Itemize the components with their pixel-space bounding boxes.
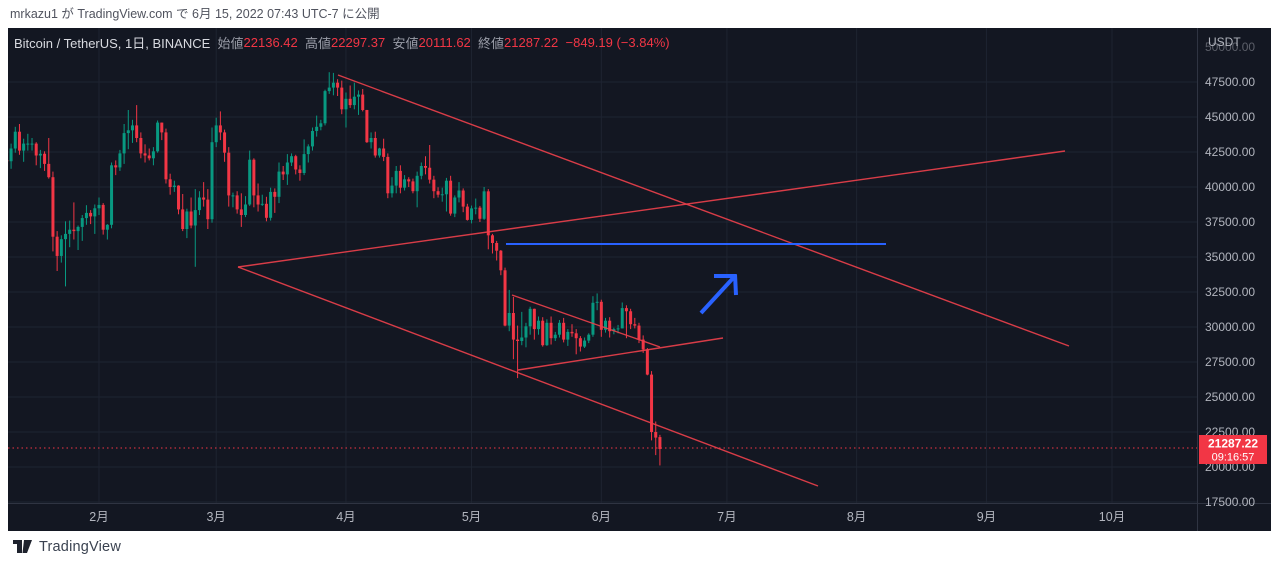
- candlestick-series: [8, 72, 662, 466]
- tradingview-logo-icon: [13, 540, 32, 553]
- price-tick-label: 30000.00: [1205, 320, 1255, 334]
- axis-currency-label: USDT: [1208, 35, 1241, 49]
- grid: [8, 28, 1197, 503]
- publication-bar: mrkazu1 が TradingView.com で 6月 15, 2022 …: [0, 0, 1280, 28]
- price-tick-label: 25000.00: [1205, 390, 1255, 404]
- price-tick-label: 32500.00: [1205, 285, 1255, 299]
- trendline-expanding-wedge-lower: [237, 266, 819, 487]
- time-tick-label: 3月: [206, 510, 225, 524]
- high-label: 高値: [305, 35, 332, 51]
- open-value: 22136.42: [243, 34, 298, 50]
- publisher-username[interactable]: mrkazu1: [10, 7, 58, 21]
- time-tick-label: 8月: [847, 510, 866, 524]
- footer: TradingView: [0, 531, 1280, 565]
- time-tick-label: 2月: [89, 510, 108, 524]
- trendline-minor-ascending: [517, 337, 724, 371]
- price-tick-label: 40000.00: [1205, 180, 1255, 194]
- time-tick-label: 6月: [592, 510, 611, 524]
- time-tick-label: 9月: [977, 510, 996, 524]
- price-tick-label: 37500.00: [1205, 215, 1255, 229]
- time-axis[interactable]: 2月 3月 4月 5月 6月 7月 8月 9月 10月: [89, 510, 1125, 524]
- price-tick-label: 17500.00: [1205, 495, 1255, 509]
- drawings[interactable]: [237, 74, 1070, 487]
- time-tick-label: 4月: [336, 510, 355, 524]
- open-label: 始値: [217, 35, 244, 51]
- chart-container: USDT 50000.00 47500.00 45000.00 42500.00 4000…: [8, 28, 1271, 531]
- trendline-expanding-wedge-upper: [237, 150, 1066, 268]
- publication-timestamp: で 6月 15, 2022 07:43 UTC-7 に公開: [172, 7, 380, 21]
- price-tick-label: 47500.00: [1205, 75, 1255, 89]
- symbol-title: Bitcoin / TetherUS, 1日, BINANCE: [14, 35, 211, 51]
- time-tick-label: 7月: [717, 510, 736, 524]
- high-value: 22297.37: [331, 34, 386, 50]
- price-tick-label: 27500.00: [1205, 355, 1255, 369]
- publication-separator: が: [57, 7, 78, 21]
- price-tick-label: 45000.00: [1205, 110, 1255, 124]
- close-value: 21287.22: [504, 34, 559, 50]
- price-tick-label: 50000.00: [1205, 40, 1255, 54]
- change-value: −849.19 (−3.84%): [565, 34, 670, 50]
- low-label: 安値: [392, 35, 419, 51]
- chart-legend: Bitcoin / TetherUS, 1日, BINANCE 始値 22136.…: [14, 28, 670, 56]
- brand-text: TradingView: [39, 539, 121, 555]
- time-tick-label: 10月: [1099, 510, 1125, 524]
- bar-close-countdown: 09:16:57: [1212, 452, 1255, 464]
- trendline-minor-descending: [511, 294, 661, 348]
- arrow-up-right: [699, 274, 738, 315]
- price-tick-label: 42500.00: [1205, 145, 1255, 159]
- price-tick-label: 35000.00: [1205, 250, 1255, 264]
- time-tick-label: 5月: [462, 510, 481, 524]
- tradingview-site-link[interactable]: TradingView.com: [77, 7, 173, 21]
- close-label: 終値: [478, 35, 505, 51]
- low-value: 20111.62: [418, 34, 471, 50]
- trendline-descending-from-april-high: [337, 74, 1070, 347]
- tradingview-brand-link[interactable]: TradingView: [13, 539, 121, 555]
- last-price-value: 21287.22: [1208, 437, 1258, 451]
